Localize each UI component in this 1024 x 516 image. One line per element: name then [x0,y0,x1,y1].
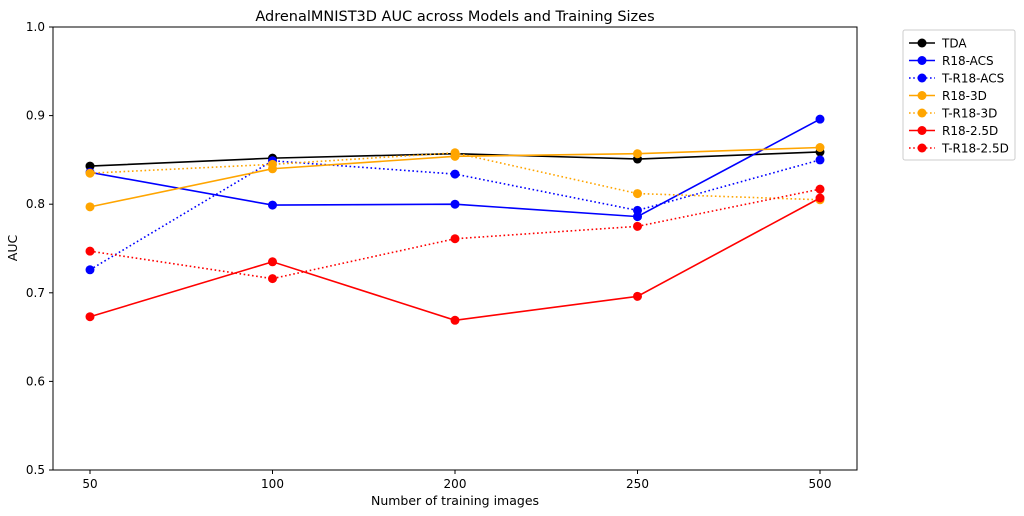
data-point [815,193,825,203]
series-t-r18-acs [85,155,825,275]
y-tick-label: 0.9 [26,109,45,123]
x-tick-label: 500 [809,477,832,491]
x-tick-label: 100 [261,477,284,491]
data-point [450,199,460,209]
y-axis-label: AUC [5,235,20,262]
legend-label: R18-3D [942,89,987,103]
legend-label: T-R18-3D [941,107,997,121]
data-point [85,312,95,322]
legend-item: R18-2.5D [909,124,998,138]
x-axis: 50 100 200 250 500 [82,470,831,491]
legend-item: R18-ACS [909,54,994,68]
data-point [85,168,95,178]
legend-marker [917,73,927,83]
x-tick-label: 200 [444,477,467,491]
data-point [85,246,95,256]
legend-item: TDA [909,37,967,51]
data-point [85,161,95,171]
data-point [633,149,642,159]
plot-area [52,26,858,471]
legend-label: R18-2.5D [942,124,998,138]
legend-label: T-R18-2.5D [941,142,1009,156]
legend-marker [917,108,927,118]
y-tick-label: 0.8 [26,197,45,211]
data-point [815,142,825,152]
y-axis: 0.5 0.6 0.7 0.8 0.9 1.0 [26,20,53,477]
legend-label: T-R18-ACS [941,72,1004,86]
y-tick-label: 0.7 [26,286,45,300]
data-point [633,189,642,199]
data-point [450,169,460,179]
legend-frame [902,29,1016,161]
data-point [633,291,642,301]
series-line [89,197,821,322]
data-point [633,212,642,222]
series-layer [85,114,825,325]
legend-item: T-R18-2.5D [909,142,1009,156]
legend-marker [917,126,927,135]
data-point [815,155,825,165]
y-tick-label: 1.0 [26,20,45,34]
data-point [268,200,277,210]
legend: TDA R18-ACS T-R18-ACS R18-3D T-R18-3D R18-2.5… [902,29,1016,161]
legend-item: R18-3D [909,89,987,103]
data-point [268,274,277,284]
y-tick-label: 0.5 [26,463,45,477]
data-point [268,159,277,169]
legend-label: R18-ACS [942,54,994,68]
x-tick-label: 50 [82,477,97,491]
legend-item: T-R18-ACS [909,72,1004,86]
legend-marker [917,38,927,48]
x-axis-label: Number of training images [371,493,539,508]
y-tick-label: 0.6 [26,374,45,388]
data-point [815,114,825,124]
chart-title: AdrenalMNIST3D AUC across Models and Tra… [255,9,654,25]
data-point [268,257,277,267]
x-tick-label: 250 [626,477,649,491]
data-point [633,221,642,231]
series-t-r18-2-5d [85,184,825,284]
data-point [85,265,95,275]
data-point [450,234,460,244]
data-point [815,184,825,194]
data-point [85,202,95,212]
legend-label: TDA [941,37,967,51]
legend-marker [917,56,927,65]
legend-item: T-R18-3D [909,107,997,121]
series-r18-2-5d [85,193,825,325]
data-point [450,148,460,158]
legend-marker [917,143,927,153]
data-point [633,205,642,215]
data-point [450,315,460,325]
series-line [89,188,821,280]
legend-marker [917,91,927,100]
